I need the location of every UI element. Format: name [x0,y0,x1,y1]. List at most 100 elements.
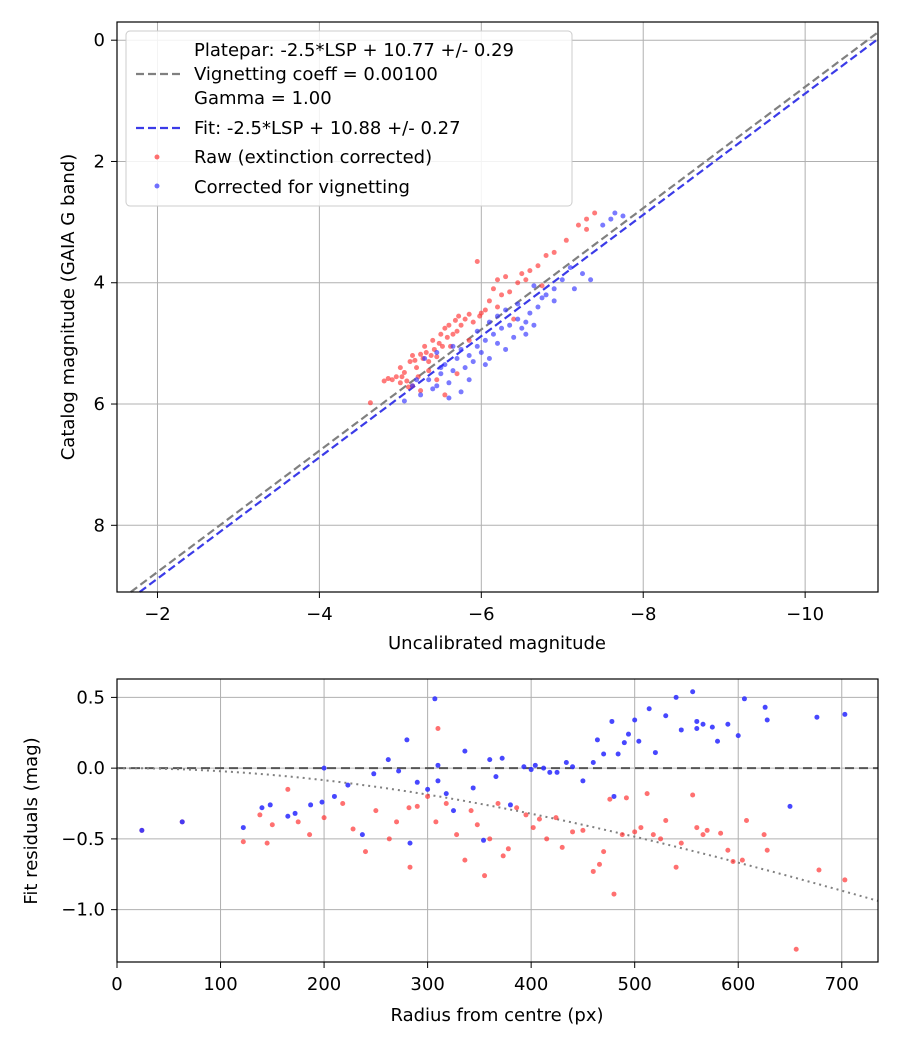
bottom-data-point [528,767,534,773]
bottom-data-point [264,840,270,846]
bottom-data-point [725,847,731,853]
bottom-data-point [644,791,650,797]
bottom-data-point [596,861,602,867]
legend-raw-marker [154,154,160,160]
bottom-data-point [650,832,656,838]
bottom-data-point [396,768,402,774]
bottom-data-point [425,793,431,799]
bottom-data-point [340,801,346,807]
top-data-point [539,295,545,301]
top-data-point [515,301,521,307]
bottom-data-point [700,721,706,727]
bottom-data-point [715,738,721,744]
bottom-data-point [690,689,696,695]
bottom-data-point [544,836,550,842]
legend-entry-vignetting: Vignetting coeff = 0.00100 [194,64,438,85]
top-data-point [531,322,537,328]
bottom-data-point [443,791,449,797]
bottom-y-ticks: 0.5 0.0 −0.5 −1.0 [61,687,117,921]
top-y-axis-label: Catalog magnitude (GAIA G band) [58,154,79,461]
top-data-point [450,343,456,349]
bottom-data-point [394,819,400,825]
bottom-y-tick-label: −0.5 [61,829,105,850]
bottom-data-point [331,793,337,799]
bottom-data-point [570,764,576,770]
top-data-point [515,316,521,322]
bottom-data-point [646,706,652,712]
top-data-point [511,334,517,340]
bottom-data-point [481,837,487,843]
top-data-point [539,283,545,289]
top-data-point [474,343,480,349]
bottom-y-axis-label: Fit residuals (mag) [21,737,42,904]
bottom-y-tick-label: 0.5 [76,687,105,708]
bottom-data-point [590,759,596,765]
legend-entry-fit: Fit: -2.5*LSP + 10.88 +/- 0.27 [194,118,461,139]
bottom-data-point [678,727,684,733]
bottom-data-point [295,819,301,825]
top-data-point [458,346,464,352]
bottom-data-point [842,877,848,883]
top-data-point [507,322,513,328]
top-data-point [450,368,456,374]
top-data-point [466,377,472,383]
bottom-data-point [793,946,799,952]
legend-entry-corrected: Corrected for vignetting [194,177,410,198]
top-data-point [507,289,513,295]
top-data-point [486,356,492,362]
top-y-tick-label: 6 [94,394,105,415]
bottom-x-tick-label: 700 [825,974,859,995]
top-data-point [527,268,533,274]
top-data-point [559,277,565,283]
bottom-data-point [580,778,586,784]
bottom-x-tick-label: 100 [203,974,237,995]
top-data-point [515,280,521,286]
top-data-point [393,374,399,380]
bottom-data-point [435,778,441,784]
bottom-data-point [704,827,710,833]
top-data-point [486,298,492,304]
top-data-point [490,286,496,292]
residuals-plot: 0 100 200 300 400 500 600 700 0.5 0.0 −0.5 −1.0 Ra… [21,678,879,1026]
top-data-point [409,383,415,389]
bottom-reference-lines [116,767,879,902]
top-fit-lines [130,31,879,593]
bottom-y-tick-label: −1.0 [61,900,105,921]
bottom-data-point [673,864,679,870]
bottom-data-point [700,832,706,838]
top-data-point [584,216,590,222]
bottom-data-point [842,711,848,717]
bottom-data-point [678,840,684,846]
bottom-data-point [663,713,669,719]
bottom-data-point [709,724,715,730]
bottom-data-point [607,796,613,802]
bottom-data-point [638,825,644,831]
bottom-data-point [570,829,576,835]
bottom-data-point [621,740,627,746]
bottom-data-point [240,839,246,845]
top-data-point [527,310,533,316]
legend-entry-raw: Raw (extinction corrected) [194,147,432,168]
bottom-data-point [611,793,617,799]
top-data-point [543,292,549,298]
legend-corrected-marker [154,183,160,189]
bottom-data-point [536,816,542,822]
magnitude-plot: −2 −4 −6 −8 −10 0 2 4 6 8 Uncalibrated magnitude… [58,21,879,654]
top-data-point [430,386,436,392]
bottom-x-tick-label: 0 [111,974,122,995]
top-data-point [482,337,488,343]
top-data-point [523,277,529,283]
bottom-data-point [269,822,275,828]
top-data-point [397,365,403,371]
bottom-data-point [521,764,527,770]
bottom-data-point [404,737,410,743]
bottom-data-point [632,717,638,723]
bottom-data-point [553,815,559,821]
bottom-x-tick-label: 300 [410,974,444,995]
bottom-data-point [468,808,474,814]
bottom-data-point [443,801,449,807]
bottom-x-tick-label: 400 [514,974,548,995]
bottom-data-point [787,803,793,809]
top-data-point [543,252,549,258]
bottom-data-point [462,748,468,754]
